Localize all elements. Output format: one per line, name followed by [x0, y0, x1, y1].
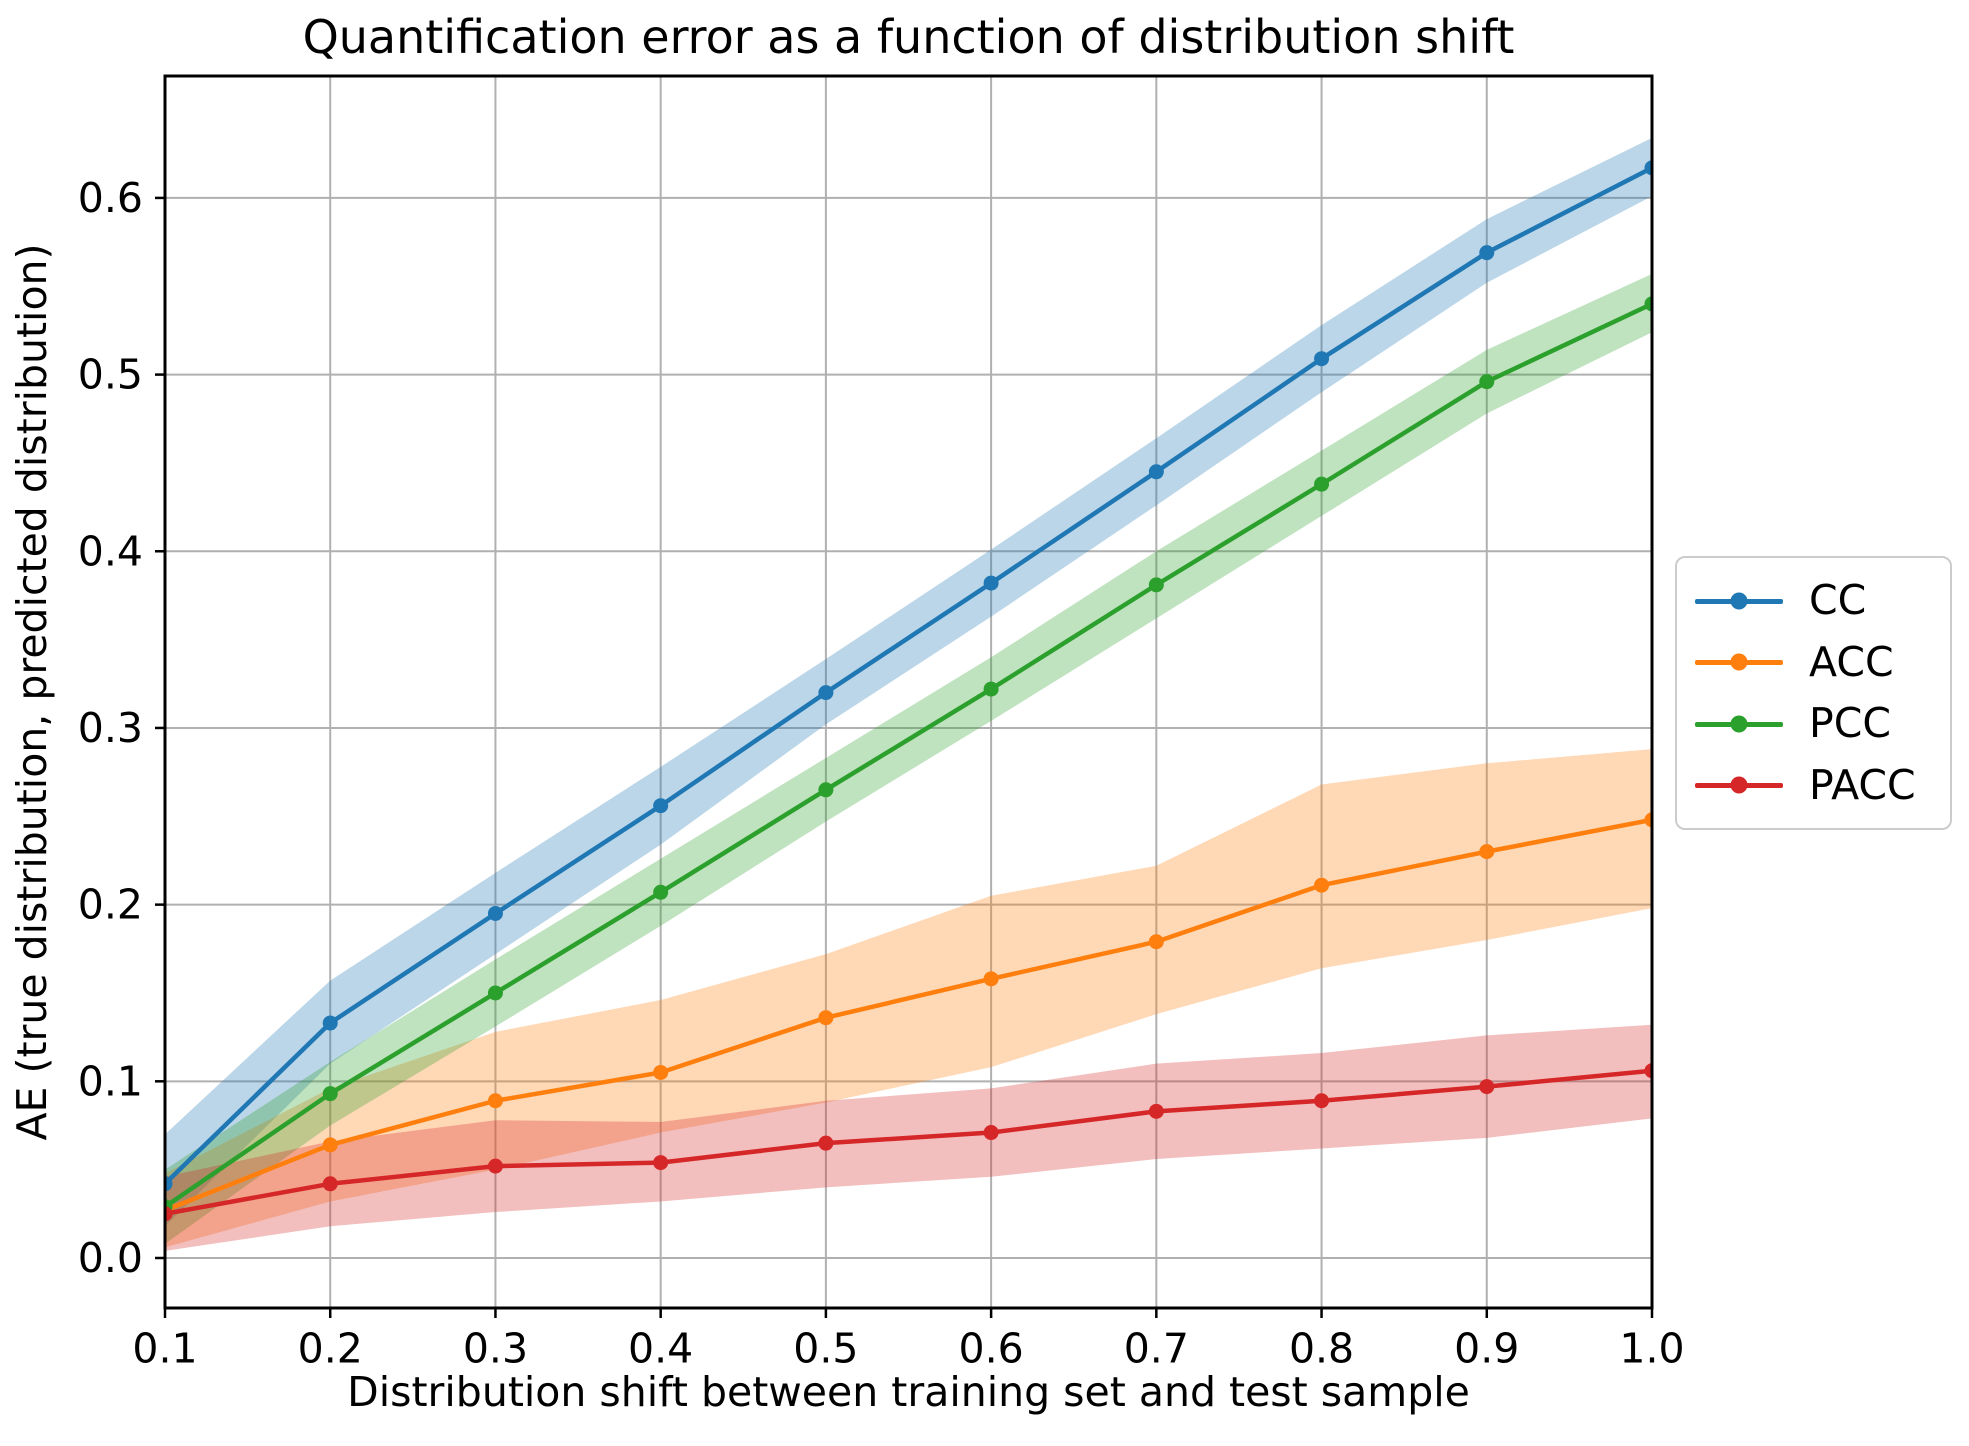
pacc-marker [1314, 1093, 1330, 1109]
pcc-line-swatch [1695, 715, 1783, 733]
y-axis-label: AE (true distribution, predicted distrib… [8, 243, 56, 1141]
x-tick-label: 1.0 [1619, 1324, 1684, 1372]
pacc-marker [1479, 1079, 1495, 1095]
pcc-marker [1314, 476, 1330, 492]
cc-marker [487, 905, 503, 921]
x-tick-label: 0.3 [463, 1324, 528, 1372]
y-tick-label: 0.1 [78, 1057, 143, 1105]
legend-item-acc: ACC [1695, 637, 1932, 686]
cc-marker [1148, 464, 1164, 480]
legend-item-cc: CC [1695, 580, 1932, 621]
pcc-marker [1148, 577, 1164, 593]
acc-marker [1148, 934, 1164, 950]
pacc-line-swatch [1695, 776, 1783, 794]
x-tick-label: 0.4 [628, 1324, 693, 1372]
pacc-line [165, 1068, 1652, 1217]
y-tick-label: 0.5 [78, 351, 143, 399]
pcc-confidence-band [165, 273, 1652, 1244]
axes-spines [163, 74, 1654, 1310]
pcc-marker [322, 1086, 338, 1102]
legend-label: ACC [1809, 637, 1894, 686]
chart-title: Quantification error as a function of di… [302, 10, 1515, 64]
pacc-marker [653, 1155, 669, 1171]
pcc-marker [487, 985, 503, 1001]
acc-marker [1644, 812, 1652, 828]
cc-line-swatch [1695, 592, 1783, 610]
acc-line [165, 817, 1652, 1213]
pcc-marker [1479, 374, 1495, 390]
x-tick-label: 0.7 [1124, 1324, 1189, 1372]
cc-marker [983, 575, 999, 591]
x-axis-label: Distribution shift between training set … [347, 1368, 1470, 1416]
pcc-line [165, 301, 1652, 1210]
pacc-marker [1148, 1103, 1164, 1119]
pacc-marker [983, 1125, 999, 1141]
acc-line-swatch [1695, 653, 1783, 671]
x-tick-label: 0.6 [959, 1324, 1024, 1372]
x-tick-label: 0.8 [1289, 1324, 1354, 1372]
legend-label: PACC [1809, 760, 1916, 809]
acc-marker [1314, 877, 1330, 893]
cc-marker [653, 798, 669, 814]
legend-item-pcc: PCC [1695, 703, 1932, 744]
pcc-marker [653, 884, 669, 900]
acc-marker [1479, 844, 1495, 860]
cc-marker [1479, 245, 1495, 261]
acc-marker [487, 1093, 503, 1109]
acc-marker [818, 1010, 834, 1026]
legend: CC ACC PCC PACC [1675, 556, 1952, 830]
pacc-marker [818, 1135, 834, 1151]
x-tick-label: 0.9 [1454, 1324, 1519, 1372]
pcc-marker [1644, 296, 1652, 312]
legend-label: CC [1809, 576, 1867, 625]
y-tick-label: 0.3 [78, 704, 143, 752]
acc-marker [653, 1064, 669, 1080]
pcc-marker [983, 681, 999, 697]
cc-line [165, 165, 1652, 1187]
cc-marker [818, 685, 834, 701]
legend-item-pacc: PACC [1695, 760, 1932, 809]
legend-label: PCC [1809, 699, 1891, 748]
y-tick-label: 0.6 [78, 174, 143, 222]
pacc-marker [165, 1206, 173, 1222]
acc-marker [983, 971, 999, 987]
pacc-marker [1644, 1063, 1652, 1079]
y-tick-label: 0.2 [78, 881, 143, 929]
y-tick-label: 0.4 [78, 527, 143, 575]
cc-marker [1644, 160, 1652, 176]
x-tick-label: 0.1 [132, 1324, 197, 1372]
acc-marker [322, 1137, 338, 1153]
cc-marker [1314, 351, 1330, 367]
pcc-marker [818, 782, 834, 798]
cc-marker [322, 1015, 338, 1031]
cc-marker [165, 1176, 173, 1192]
x-tick-label: 0.2 [298, 1324, 363, 1372]
pacc-marker [487, 1158, 503, 1174]
cc-confidence-band [165, 137, 1652, 1227]
x-tick-label: 0.5 [793, 1324, 858, 1372]
y-tick-label: 0.0 [78, 1234, 143, 1282]
pacc-marker [322, 1176, 338, 1192]
